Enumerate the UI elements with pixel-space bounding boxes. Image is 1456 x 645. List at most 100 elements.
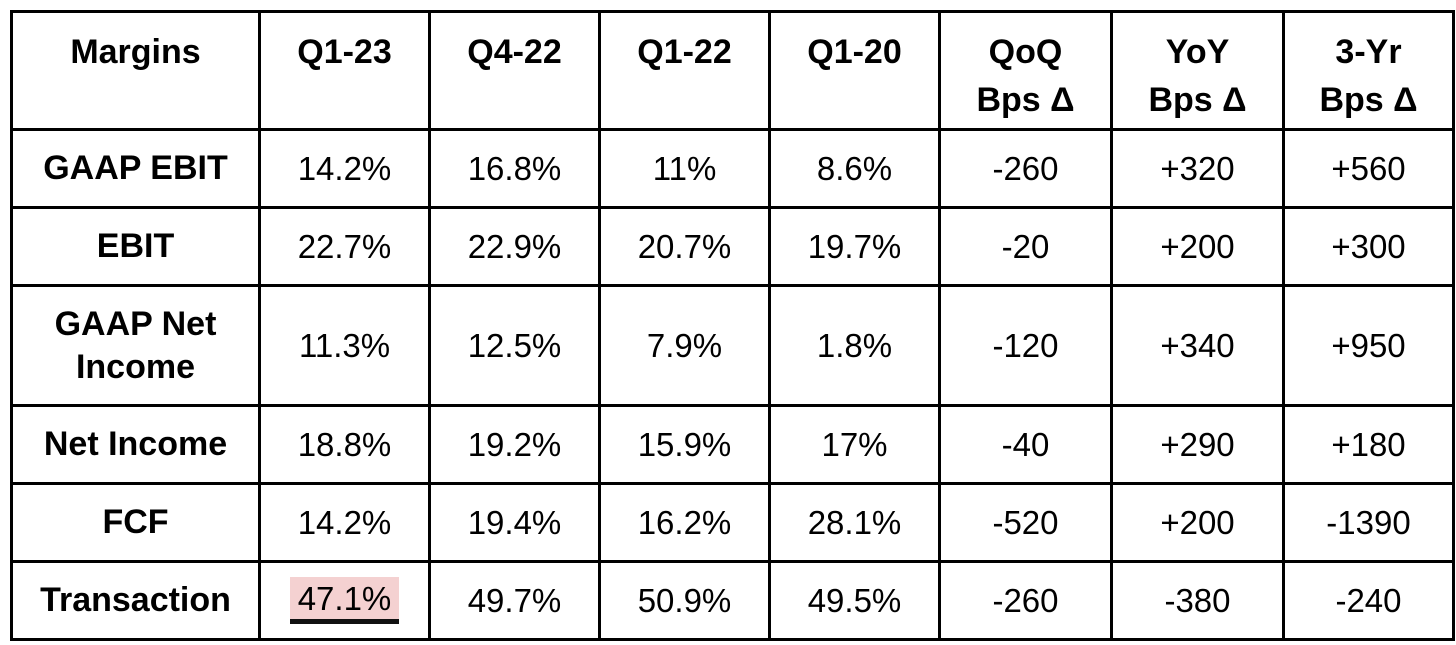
row-label-transaction: Transaction xyxy=(10,560,261,641)
header-label: Q1-23 xyxy=(297,33,392,71)
table-cell: 22.7% xyxy=(258,206,431,287)
cell-value: 16.2% xyxy=(637,503,732,541)
cell-value: 22.7% xyxy=(297,227,392,265)
cell-value: 1.8% xyxy=(816,326,893,364)
header-label: Margins xyxy=(70,33,201,71)
cell-value: -380 xyxy=(1164,581,1231,619)
table-cell: 14.2% xyxy=(258,482,431,563)
table-cell: 16.2% xyxy=(598,482,771,563)
cell-value: -120 xyxy=(992,326,1059,364)
table-cell: +320 xyxy=(1110,128,1285,209)
cell-value: +340 xyxy=(1160,326,1235,364)
table-cell: -40 xyxy=(938,404,1113,485)
header-label: 3-Yr xyxy=(1335,33,1402,71)
table-cell: +340 xyxy=(1110,284,1285,407)
table-cell: -240 xyxy=(1282,560,1455,641)
header-label: Q1-20 xyxy=(807,33,902,71)
cell-value: -260 xyxy=(992,581,1059,619)
cell-value: 7.9% xyxy=(646,326,723,364)
header-cell-q1-20: Q1-20 xyxy=(768,10,941,131)
row-label-net-income: Net Income xyxy=(10,404,261,485)
table-cell: -260 xyxy=(938,128,1113,209)
table-cell: 20.7% xyxy=(598,206,771,287)
table-cell: -380 xyxy=(1110,560,1285,641)
cell-value: -260 xyxy=(992,149,1059,187)
cell-value: 20.7% xyxy=(637,227,732,265)
table-cell: +300 xyxy=(1282,206,1455,287)
table-cell: 28.1% xyxy=(768,482,941,563)
table-cell: 16.8% xyxy=(428,128,601,209)
table-cell: -260 xyxy=(938,560,1113,641)
cell-value: 14.2% xyxy=(297,503,392,541)
cell-value: +300 xyxy=(1331,227,1406,265)
table-cell: 50.9% xyxy=(598,560,771,641)
row-label-ebit: EBIT xyxy=(10,206,261,287)
header-cell-yoy-bps: YoY Bps Δ xyxy=(1110,10,1285,131)
header-sublabel: Bps Δ xyxy=(1148,80,1247,119)
header-label: QoQ xyxy=(988,33,1063,71)
table-cell: 19.2% xyxy=(428,404,601,485)
cell-value: 19.7% xyxy=(807,227,902,265)
cell-value: 8.6% xyxy=(816,149,893,187)
table-row-gaap-ebit: GAAP EBIT 14.2% 16.8% 11% 8.6% -260 +320… xyxy=(10,128,1455,209)
header-sublabel: Bps Δ xyxy=(976,80,1075,119)
header-cell-qoq-bps: QoQ Bps Δ xyxy=(938,10,1113,131)
cell-value: +180 xyxy=(1331,425,1406,463)
table-cell: 17% xyxy=(768,404,941,485)
table-cell: 49.5% xyxy=(768,560,941,641)
cell-value: 14.2% xyxy=(297,149,392,187)
header-cell-3yr-bps: 3-Yr Bps Δ xyxy=(1282,10,1455,131)
header-cell-q1-23: Q1-23 xyxy=(258,10,431,131)
cell-value: 18.8% xyxy=(297,425,392,463)
table-row-fcf: FCF 14.2% 19.4% 16.2% 28.1% -520 +200 -1… xyxy=(10,482,1455,563)
header-cell-margins: Margins xyxy=(10,10,261,131)
cell-value: -520 xyxy=(992,503,1059,541)
table-row-ebit: EBIT 22.7% 22.9% 20.7% 19.7% -20 +200 +3… xyxy=(10,206,1455,287)
header-sublabel: Bps Δ xyxy=(1319,80,1418,119)
table-cell: 47.1% xyxy=(258,560,431,641)
cell-value: 19.2% xyxy=(467,425,562,463)
cell-value: 11% xyxy=(652,149,717,187)
table-cell: 14.2% xyxy=(258,128,431,209)
table-cell: +200 xyxy=(1110,206,1285,287)
table-row-transaction: Transaction 47.1% 49.7% 50.9% 49.5% -260… xyxy=(10,560,1455,641)
header-label: Q4-22 xyxy=(467,33,562,71)
table-row-net-income: Net Income 18.8% 19.2% 15.9% 17% -40 +29… xyxy=(10,404,1455,485)
table-row-gaap-net-income: GAAP Net Income 11.3% 12.5% 7.9% 1.8% -1… xyxy=(10,284,1455,407)
highlighted-cell-value: 47.1% xyxy=(289,577,400,624)
table-cell: 19.7% xyxy=(768,206,941,287)
cell-value: 11.3% xyxy=(298,326,391,364)
margins-table: Margins Q1-23 Q4-22 Q1-22 Q1-20 QoQ Bps … xyxy=(10,10,1455,641)
table-cell: 19.4% xyxy=(428,482,601,563)
cell-value: -20 xyxy=(1001,227,1050,265)
cell-value: 49.5% xyxy=(807,581,902,619)
table-cell: 15.9% xyxy=(598,404,771,485)
cell-value: +200 xyxy=(1160,227,1235,265)
header-row: Margins Q1-23 Q4-22 Q1-22 Q1-20 QoQ Bps … xyxy=(10,10,1455,131)
table-cell: 8.6% xyxy=(768,128,941,209)
margins-table-page: Margins Q1-23 Q4-22 Q1-22 Q1-20 QoQ Bps … xyxy=(10,10,1455,641)
header-label: Q1-22 xyxy=(637,33,732,71)
cell-value: 19.4% xyxy=(467,503,562,541)
table-cell: -120 xyxy=(938,284,1113,407)
cell-value: 22.9% xyxy=(467,227,562,265)
table-cell: -1390 xyxy=(1282,482,1455,563)
table-cell: +950 xyxy=(1282,284,1455,407)
cell-value: +560 xyxy=(1331,149,1406,187)
cell-value: 15.9% xyxy=(637,425,732,463)
cell-value: 16.8% xyxy=(467,149,562,187)
table-cell: +180 xyxy=(1282,404,1455,485)
table-cell: 7.9% xyxy=(598,284,771,407)
row-label-fcf: FCF xyxy=(10,482,261,563)
cell-value: +950 xyxy=(1331,326,1406,364)
row-label-gaap-ebit: GAAP EBIT xyxy=(10,128,261,209)
table-cell: -520 xyxy=(938,482,1113,563)
header-label: YoY xyxy=(1165,33,1230,71)
cell-value: 50.9% xyxy=(637,581,732,619)
cell-value: +290 xyxy=(1160,425,1235,463)
header-cell-q4-22: Q4-22 xyxy=(428,10,601,131)
cell-value: 49.7% xyxy=(467,581,562,619)
cell-value: +200 xyxy=(1160,503,1235,541)
table-cell: -20 xyxy=(938,206,1113,287)
table-cell: 1.8% xyxy=(768,284,941,407)
